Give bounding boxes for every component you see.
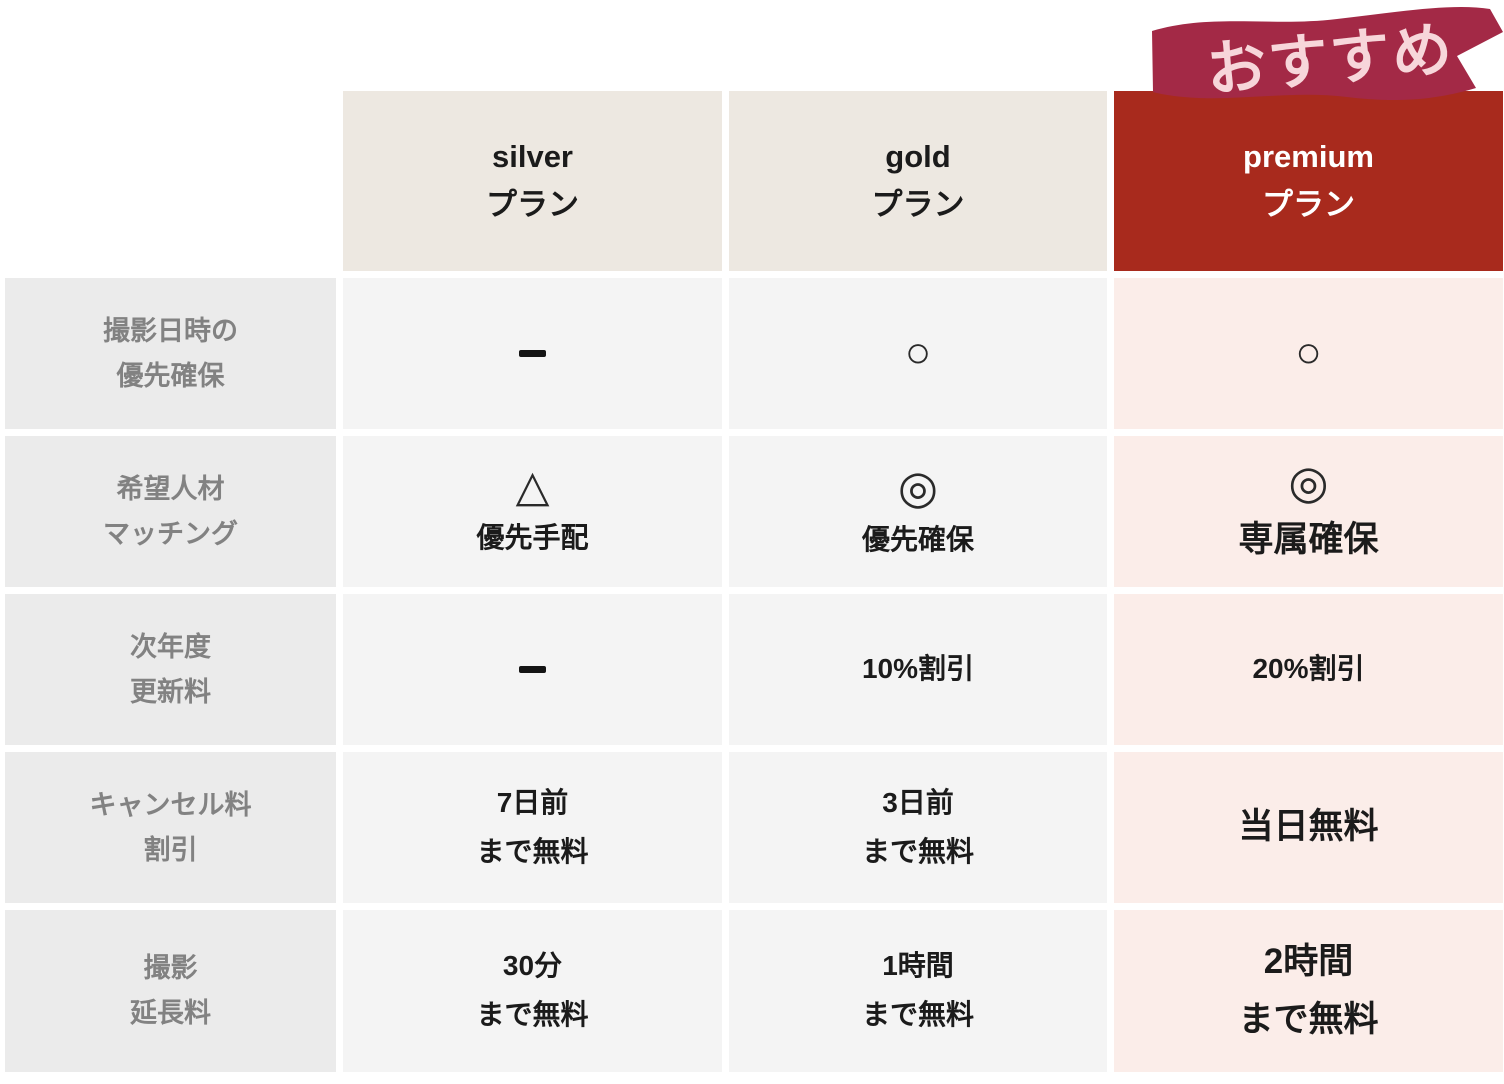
feature-label-line: マッチング [103,518,238,549]
dash-symbol: ー [519,350,546,357]
circle-symbol: ○ [1295,328,1322,378]
cell-cancel-fee-gold: 3日前 まで無料 [729,752,1107,903]
circle-symbol: ○ [904,328,932,378]
plan-header-silver: silver プラン [343,91,722,271]
cell-text-line: まで無料 [1238,1000,1379,1039]
feature-label-talent-matching: 希望人材 マッチング [5,436,336,587]
plan-suffix: プラン [1262,187,1355,222]
double-circle-symbol: ◎ [897,460,939,513]
feature-label-priority-booking: 撮影日時の 優先確保 [5,278,336,429]
triangle-symbol: △ [515,461,550,511]
plan-header-premium: premium プラン [1114,91,1503,271]
corner-spacer [5,91,336,271]
feature-label-renewal-fee: 次年度 更新料 [5,594,336,745]
cell-text-line: まで無料 [861,999,974,1030]
cell-text-line: 3日前 [882,786,954,818]
cell-extension-fee-silver: 30分 まで無料 [343,910,722,1072]
cell-text: 専属確保 [1238,519,1379,559]
cell-talent-matching-silver: △ 優先手配 [343,436,722,587]
double-circle-symbol: ◎ [1288,455,1329,508]
cell-text: 10%割引 [861,653,975,685]
cell-text-line: 1時間 [882,950,954,982]
cell-text-line: まで無料 [861,835,974,867]
cell-talent-matching-gold: ◎ 優先確保 [729,436,1107,587]
cell-priority-booking-gold: ○ [729,278,1107,429]
cell-renewal-fee-premium: 20%割引 [1114,594,1503,745]
cell-text: 優先手配 [476,522,589,554]
feature-label-extension-fee: 撮影 延長料 [5,910,336,1072]
cell-text-line: 30分 [502,950,563,982]
dash-symbol: ー [519,666,546,673]
ribbon-flag-shape [1152,7,1503,101]
cell-extension-fee-premium: 2時間 まで無料 [1114,910,1503,1072]
cell-priority-booking-silver: ー [343,278,722,429]
plan-name: premium [1243,138,1374,174]
cell-text-line: 2時間 [1263,941,1354,981]
cell-text-line: 7日前 [496,786,569,818]
feature-label-line: 優先確保 [116,360,225,391]
feature-label-line: 撮影 [143,953,198,984]
feature-label-line: 延長料 [130,998,211,1028]
plan-name: gold [885,138,951,174]
cell-talent-matching-premium: ◎ 専属確保 [1114,436,1503,587]
feature-label-line: 更新料 [130,676,211,707]
plan-name: silver [491,138,573,174]
plan-suffix: プラン [871,187,965,222]
cell-cancel-fee-silver: 7日前 まで無料 [343,752,722,903]
cell-text: 優先確保 [861,523,974,555]
feature-label-line: 割引 [143,834,198,865]
feature-label-line: 撮影日時の [103,315,238,346]
cell-text-line: まで無料 [476,835,589,867]
comparison-grid: silver プラン gold プラン premium プラン 撮影日時の 優先… [5,91,1503,1072]
cell-text: 20%割引 [1252,653,1365,685]
cell-renewal-fee-silver: ー [343,594,722,745]
feature-label-cancel-fee: キャンセル料 割引 [5,752,336,903]
cell-text-line: まで無料 [476,999,589,1030]
feature-label-line: 次年度 [130,631,211,662]
feature-label-line: 希望人材 [116,473,225,504]
feature-label-line: キャンセル料 [89,789,252,820]
recommended-ribbon: おすすめ [1152,7,1503,104]
cell-priority-booking-premium: ○ [1114,278,1503,429]
cell-renewal-fee-gold: 10%割引 [729,594,1107,745]
plan-header-gold: gold プラン [729,91,1107,271]
plan-suffix: プラン [486,187,579,222]
cell-text-line: 当日無料 [1238,807,1379,847]
cell-cancel-fee-premium: 当日無料 [1114,752,1503,903]
cell-extension-fee-gold: 1時間 まで無料 [729,910,1107,1072]
